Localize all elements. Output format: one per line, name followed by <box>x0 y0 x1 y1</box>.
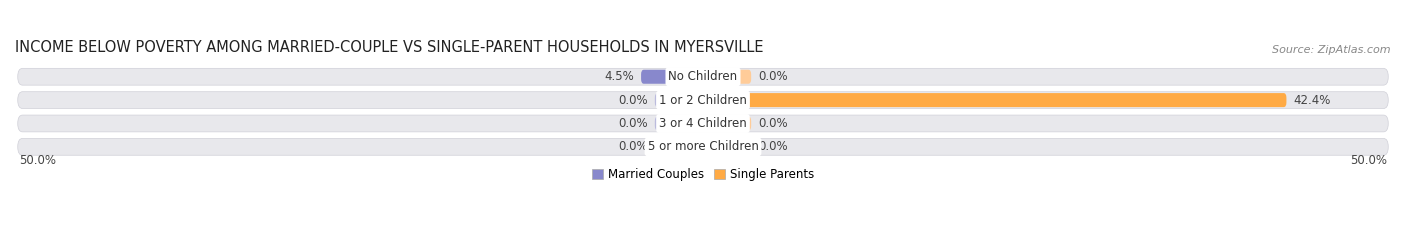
Text: INCOME BELOW POVERTY AMONG MARRIED-COUPLE VS SINGLE-PARENT HOUSEHOLDS IN MYERSVI: INCOME BELOW POVERTY AMONG MARRIED-COUPL… <box>15 40 763 55</box>
FancyBboxPatch shape <box>655 116 703 130</box>
Text: 5 or more Children: 5 or more Children <box>648 140 758 153</box>
Text: 0.0%: 0.0% <box>619 117 648 130</box>
FancyBboxPatch shape <box>655 140 703 154</box>
Text: 0.0%: 0.0% <box>758 117 787 130</box>
FancyBboxPatch shape <box>703 116 751 130</box>
FancyBboxPatch shape <box>18 68 1388 85</box>
Text: No Children: No Children <box>668 70 738 83</box>
Text: 3 or 4 Children: 3 or 4 Children <box>659 117 747 130</box>
Text: 0.0%: 0.0% <box>619 94 648 107</box>
FancyBboxPatch shape <box>655 93 703 107</box>
Text: 4.5%: 4.5% <box>605 70 634 83</box>
Text: 0.0%: 0.0% <box>619 140 648 153</box>
FancyBboxPatch shape <box>641 70 703 84</box>
Text: 0.0%: 0.0% <box>758 70 787 83</box>
Text: 50.0%: 50.0% <box>1350 154 1386 167</box>
FancyBboxPatch shape <box>703 93 1286 107</box>
Text: Source: ZipAtlas.com: Source: ZipAtlas.com <box>1272 45 1391 55</box>
FancyBboxPatch shape <box>703 140 751 154</box>
Text: 1 or 2 Children: 1 or 2 Children <box>659 94 747 107</box>
FancyBboxPatch shape <box>18 115 1388 132</box>
Text: 0.0%: 0.0% <box>758 140 787 153</box>
FancyBboxPatch shape <box>18 138 1388 155</box>
Text: 42.4%: 42.4% <box>1294 94 1330 107</box>
Text: 50.0%: 50.0% <box>20 154 56 167</box>
Legend: Married Couples, Single Parents: Married Couples, Single Parents <box>586 163 820 185</box>
FancyBboxPatch shape <box>18 92 1388 109</box>
FancyBboxPatch shape <box>703 70 751 84</box>
